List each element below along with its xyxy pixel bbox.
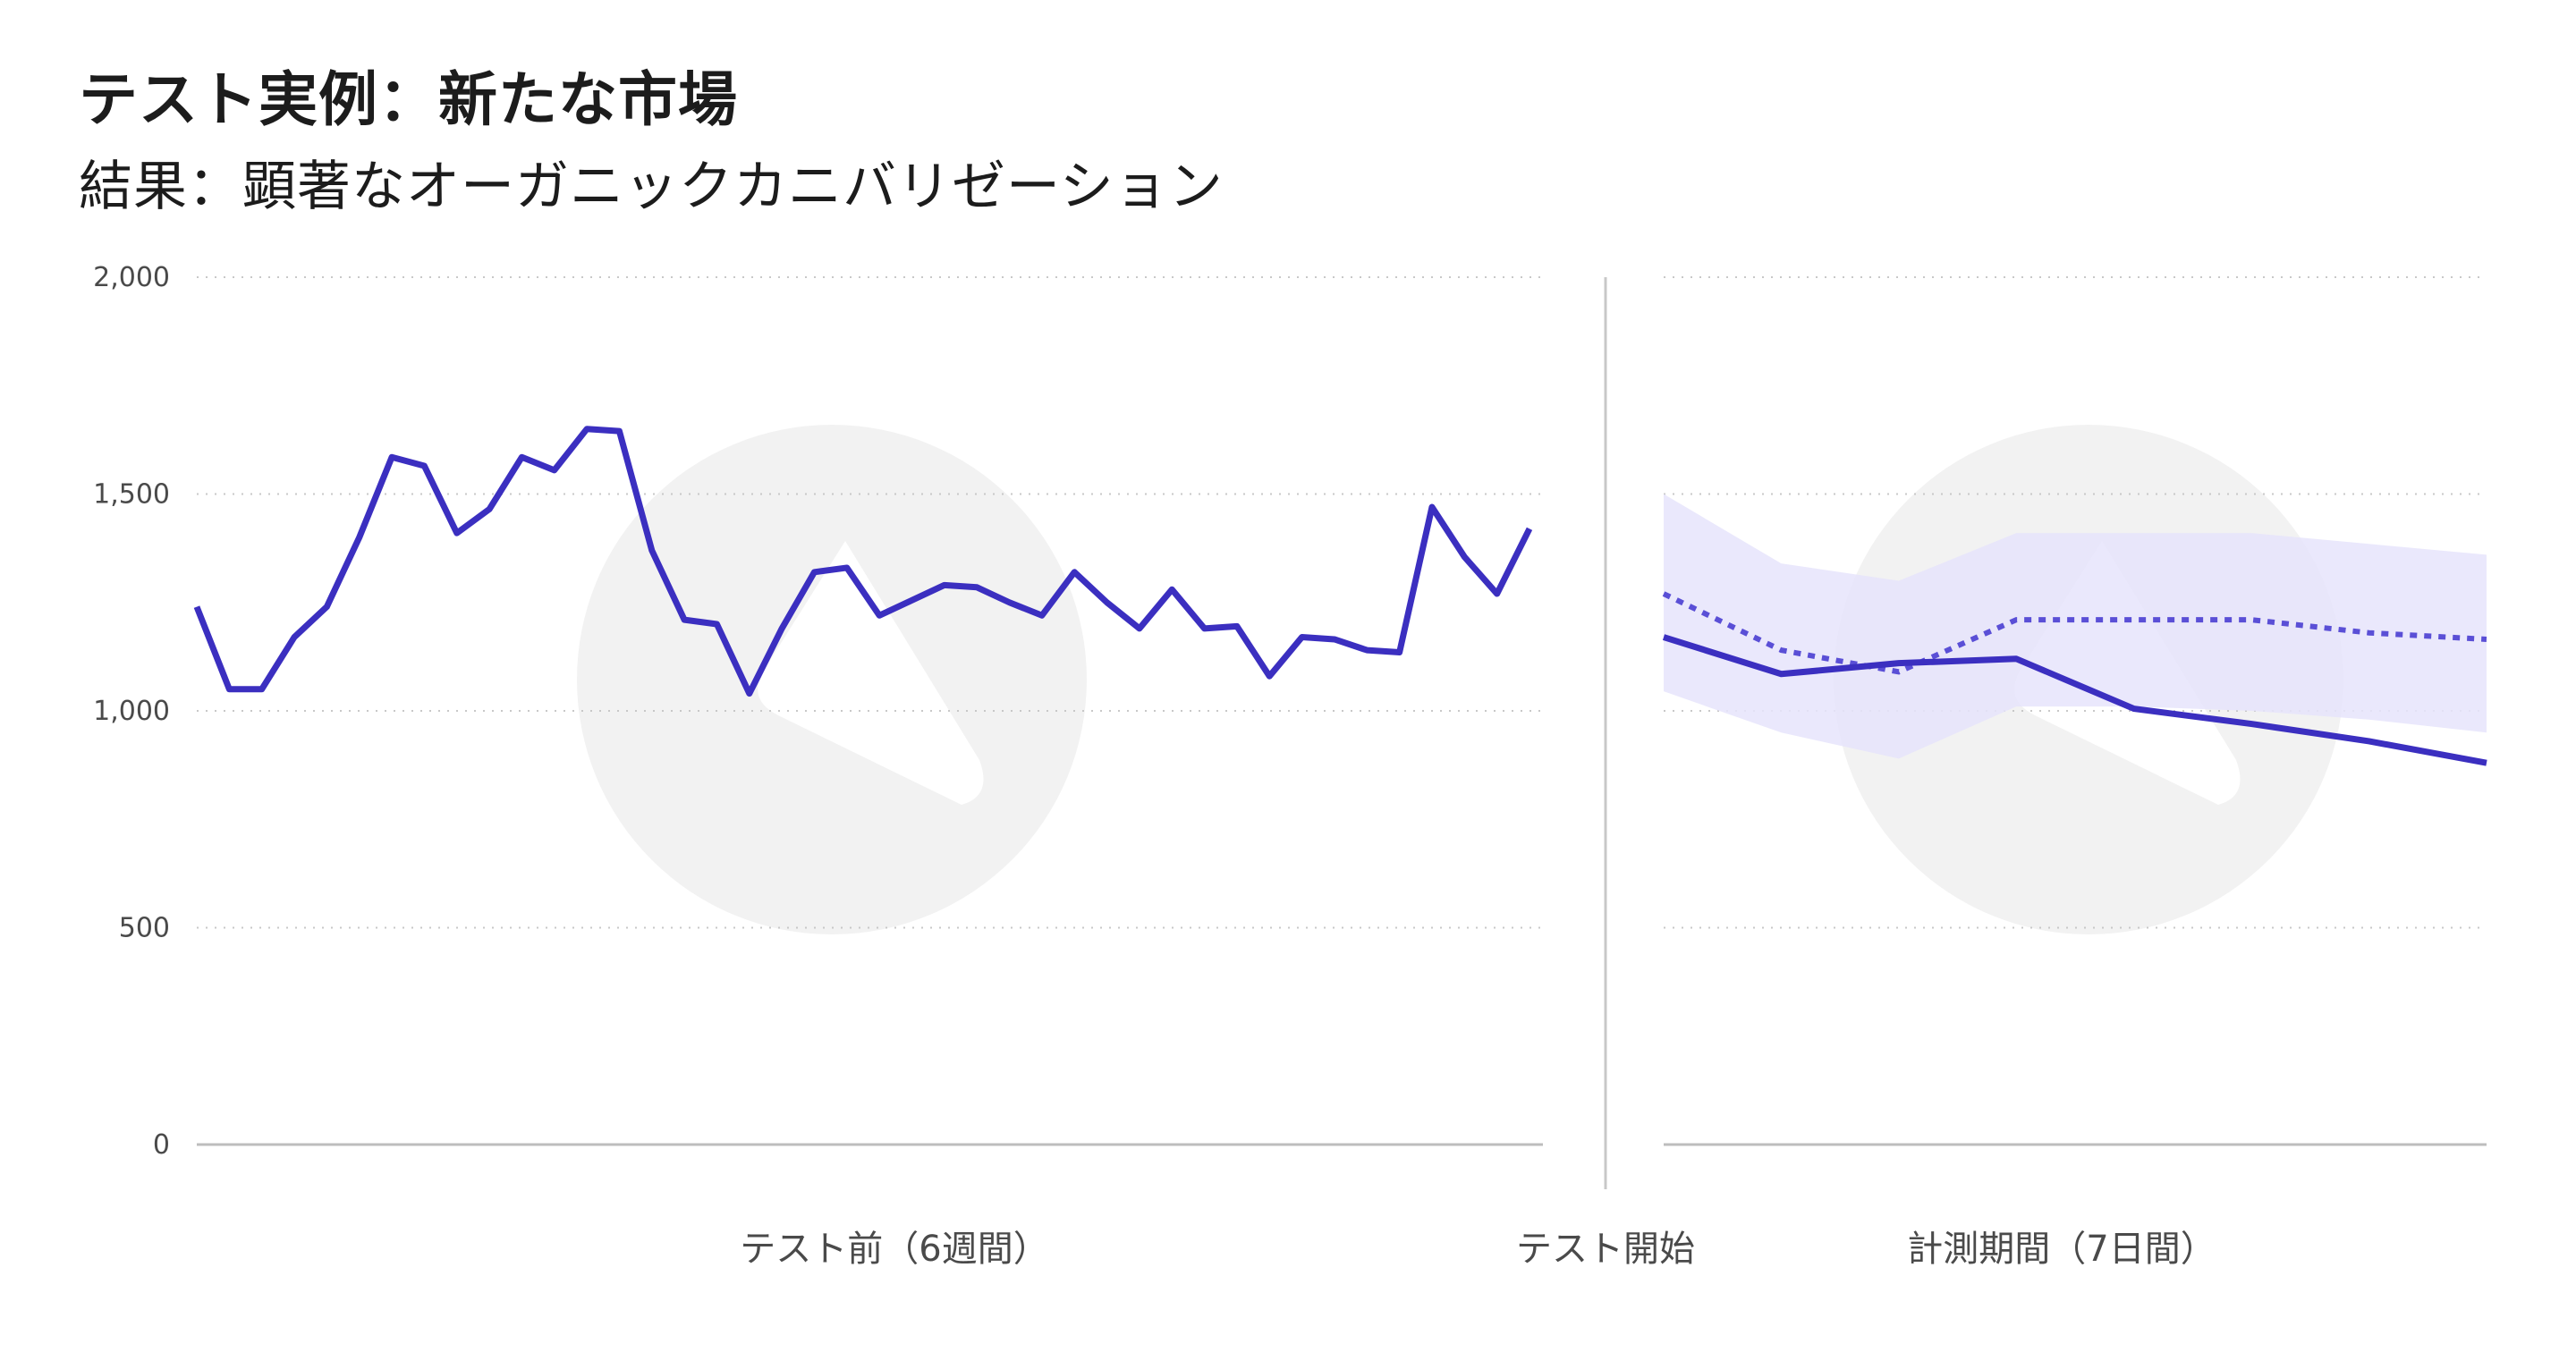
chart-subtitle: 結果：顕著なオーガニックカニバリゼーション bbox=[79, 156, 1224, 218]
post-period-label: 計測期間（7日間） bbox=[1907, 1229, 2216, 1270]
y-tick-label: 2,000 bbox=[93, 262, 170, 293]
y-tick-label: 1,000 bbox=[93, 696, 170, 727]
series-line-pre bbox=[193, 426, 1533, 697]
series-line-actual bbox=[1662, 634, 2487, 766]
forecast-band bbox=[1664, 494, 2487, 759]
pre-period-label: テスト前（6週間） bbox=[740, 1229, 1048, 1270]
chart-title: テスト実例：新たな市場 bbox=[79, 65, 738, 134]
y-tick-label: 500 bbox=[119, 913, 170, 944]
y-tick-label: 0 bbox=[153, 1129, 170, 1161]
watermark-logo-left bbox=[577, 425, 1087, 934]
y-tick-label: 1,500 bbox=[93, 479, 170, 511]
test-start-label: テスト開始 bbox=[1516, 1229, 1695, 1270]
